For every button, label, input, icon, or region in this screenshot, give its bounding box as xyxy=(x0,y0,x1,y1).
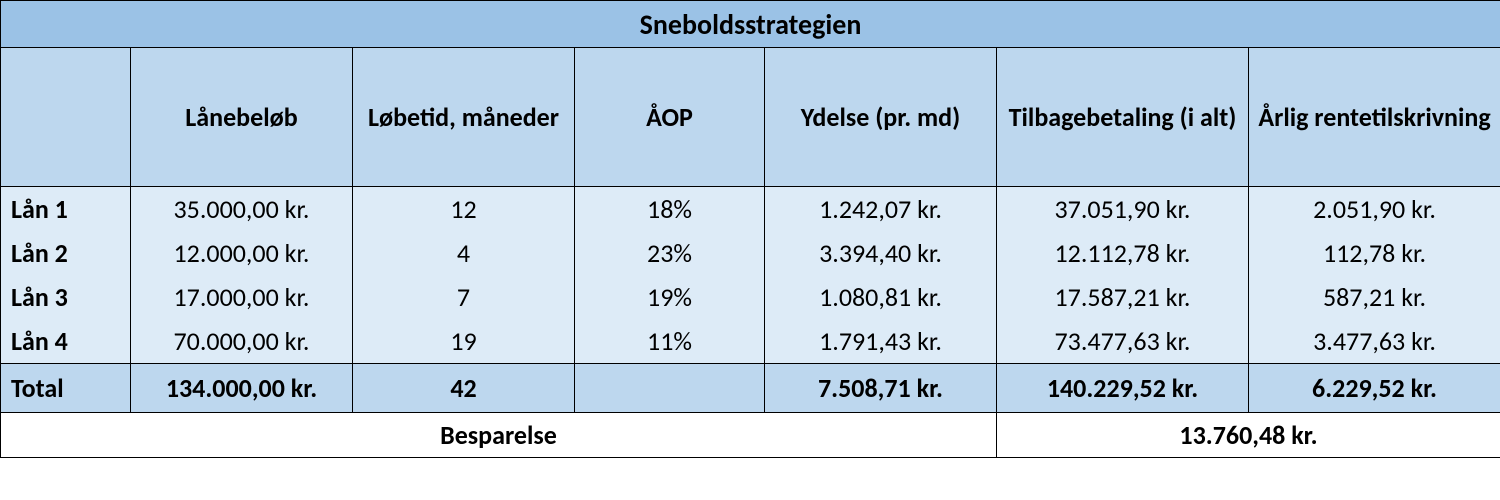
cell: 2.051,90 kr. xyxy=(1249,187,1500,232)
cell: 12.000,00 kr. xyxy=(131,231,353,275)
cell: 17.000,00 kr. xyxy=(131,275,353,319)
cell: 11% xyxy=(575,319,765,364)
total-cell: 6.229,52 kr. xyxy=(1249,364,1500,413)
cell: 3.394,40 kr. xyxy=(765,231,997,275)
col-rente: Årlig rentetilskrivning xyxy=(1249,48,1500,187)
cell: 23% xyxy=(575,231,765,275)
row-label: Lån 1 xyxy=(1,187,131,232)
row-label: Lån 3 xyxy=(1,275,131,319)
col-lanebelob: Lånebeløb xyxy=(131,48,353,187)
cell: 1.242,07 kr. xyxy=(765,187,997,232)
savings-row: Besparelse 13.760,48 kr. xyxy=(1,413,1500,458)
cell: 112,78 kr. xyxy=(1249,231,1500,275)
cell: 12.112,78 kr. xyxy=(997,231,1249,275)
cell: 1.791,43 kr. xyxy=(765,319,997,364)
cell: 18% xyxy=(575,187,765,232)
col-tilbage: Tilbagebetaling (i alt) xyxy=(997,48,1249,187)
table-title: Sneboldsstrategien xyxy=(1,1,1500,48)
cell: 19 xyxy=(353,319,575,364)
savings-value: 13.760,48 kr. xyxy=(997,413,1500,458)
row-label: Lån 2 xyxy=(1,231,131,275)
table-row: Lån 2 12.000,00 kr. 4 23% 3.394,40 kr. 1… xyxy=(1,231,1500,275)
total-row: Total 134.000,00 kr. 42 7.508,71 kr. 140… xyxy=(1,364,1500,413)
cell: 12 xyxy=(353,187,575,232)
cell: 7 xyxy=(353,275,575,319)
cell: 587,21 kr. xyxy=(1249,275,1500,319)
cell: 70.000,00 kr. xyxy=(131,319,353,364)
total-cell xyxy=(575,364,765,413)
total-cell: 140.229,52 kr. xyxy=(997,364,1249,413)
cell: 1.080,81 kr. xyxy=(765,275,997,319)
cell: 19% xyxy=(575,275,765,319)
table-row: Lån 3 17.000,00 kr. 7 19% 1.080,81 kr. 1… xyxy=(1,275,1500,319)
cell: 3.477,63 kr. xyxy=(1249,319,1500,364)
total-cell: 7.508,71 kr. xyxy=(765,364,997,413)
cell: 4 xyxy=(353,231,575,275)
cell: 73.477,63 kr. xyxy=(997,319,1249,364)
cell: 17.587,21 kr. xyxy=(997,275,1249,319)
col-aop: ÅOP xyxy=(575,48,765,187)
col-lobetid: Løbetid, måneder xyxy=(353,48,575,187)
total-cell: 42 xyxy=(353,364,575,413)
cell: 35.000,00 kr. xyxy=(131,187,353,232)
row-label: Lån 4 xyxy=(1,319,131,364)
table-row: Lån 1 35.000,00 kr. 12 18% 1.242,07 kr. … xyxy=(1,187,1500,232)
total-label: Total xyxy=(1,364,131,413)
snowball-table: Sneboldsstrategien Lånebeløb Løbetid, må… xyxy=(0,0,1500,458)
savings-label: Besparelse xyxy=(1,413,997,458)
cell: 37.051,90 kr. xyxy=(997,187,1249,232)
col-ydelse: Ydelse (pr. md) xyxy=(765,48,997,187)
total-cell: 134.000,00 kr. xyxy=(131,364,353,413)
table-row: Lån 4 70.000,00 kr. 19 11% 1.791,43 kr. … xyxy=(1,319,1500,364)
header-empty xyxy=(1,48,131,187)
title-row: Sneboldsstrategien xyxy=(1,1,1500,48)
header-row: Lånebeløb Løbetid, måneder ÅOP Ydelse (p… xyxy=(1,48,1500,187)
